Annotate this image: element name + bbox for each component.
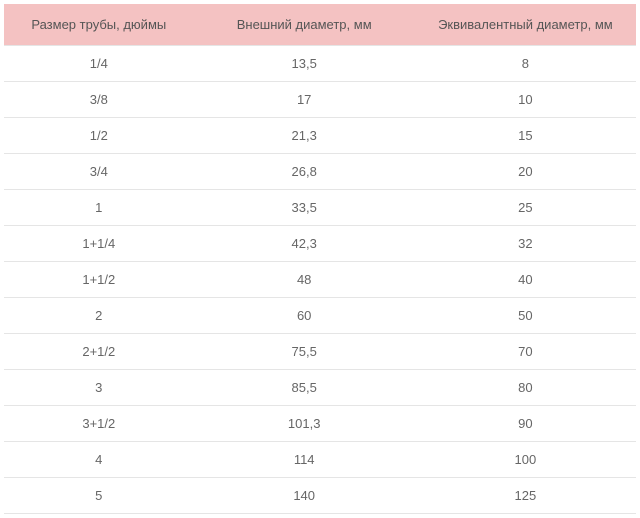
cell-outer-diameter: 17 bbox=[194, 82, 415, 118]
col-header-pipe-size: Размер трубы, дюймы bbox=[4, 4, 194, 46]
cell-equiv-diameter: 125 bbox=[415, 478, 636, 514]
cell-outer-diameter: 13,5 bbox=[194, 46, 415, 82]
table-row: 3/8 17 10 bbox=[4, 82, 636, 118]
table-row: 3+1/2 101,3 90 bbox=[4, 406, 636, 442]
pipe-size-table: Размер трубы, дюймы Внешний диаметр, мм … bbox=[4, 4, 636, 514]
table-row: 3 85,5 80 bbox=[4, 370, 636, 406]
cell-outer-diameter: 60 bbox=[194, 298, 415, 334]
col-header-outer-diameter: Внешний диаметр, мм bbox=[194, 4, 415, 46]
cell-outer-diameter: 140 bbox=[194, 478, 415, 514]
cell-outer-diameter: 85,5 bbox=[194, 370, 415, 406]
cell-equiv-diameter: 10 bbox=[415, 82, 636, 118]
cell-outer-diameter: 21,3 bbox=[194, 118, 415, 154]
table-row: 2+1/2 75,5 70 bbox=[4, 334, 636, 370]
cell-pipe-size: 2 bbox=[4, 298, 194, 334]
table-header: Размер трубы, дюймы Внешний диаметр, мм … bbox=[4, 4, 636, 46]
cell-equiv-diameter: 90 bbox=[415, 406, 636, 442]
pipe-size-table-container: Размер трубы, дюймы Внешний диаметр, мм … bbox=[0, 0, 640, 518]
cell-pipe-size: 3 bbox=[4, 370, 194, 406]
cell-equiv-diameter: 20 bbox=[415, 154, 636, 190]
cell-equiv-diameter: 25 bbox=[415, 190, 636, 226]
cell-outer-diameter: 33,5 bbox=[194, 190, 415, 226]
cell-equiv-diameter: 80 bbox=[415, 370, 636, 406]
table-row: 1/2 21,3 15 bbox=[4, 118, 636, 154]
cell-outer-diameter: 42,3 bbox=[194, 226, 415, 262]
cell-outer-diameter: 114 bbox=[194, 442, 415, 478]
cell-outer-diameter: 101,3 bbox=[194, 406, 415, 442]
cell-equiv-diameter: 100 bbox=[415, 442, 636, 478]
cell-pipe-size: 1/4 bbox=[4, 46, 194, 82]
cell-equiv-diameter: 32 bbox=[415, 226, 636, 262]
table-body: 1/4 13,5 8 3/8 17 10 1/2 21,3 15 3/4 26,… bbox=[4, 46, 636, 514]
cell-pipe-size: 2+1/2 bbox=[4, 334, 194, 370]
cell-equiv-diameter: 15 bbox=[415, 118, 636, 154]
cell-pipe-size: 1+1/4 bbox=[4, 226, 194, 262]
cell-equiv-diameter: 70 bbox=[415, 334, 636, 370]
cell-equiv-diameter: 8 bbox=[415, 46, 636, 82]
cell-pipe-size: 1+1/2 bbox=[4, 262, 194, 298]
table-header-row: Размер трубы, дюймы Внешний диаметр, мм … bbox=[4, 4, 636, 46]
cell-pipe-size: 3/8 bbox=[4, 82, 194, 118]
cell-outer-diameter: 75,5 bbox=[194, 334, 415, 370]
cell-pipe-size: 1 bbox=[4, 190, 194, 226]
table-row: 3/4 26,8 20 bbox=[4, 154, 636, 190]
cell-pipe-size: 3+1/2 bbox=[4, 406, 194, 442]
table-row: 1+1/2 48 40 bbox=[4, 262, 636, 298]
cell-pipe-size: 1/2 bbox=[4, 118, 194, 154]
cell-outer-diameter: 48 bbox=[194, 262, 415, 298]
table-row: 1/4 13,5 8 bbox=[4, 46, 636, 82]
cell-pipe-size: 5 bbox=[4, 478, 194, 514]
col-header-equiv-diameter: Эквивалентный диаметр, мм bbox=[415, 4, 636, 46]
cell-pipe-size: 3/4 bbox=[4, 154, 194, 190]
table-row: 1 33,5 25 bbox=[4, 190, 636, 226]
table-row: 1+1/4 42,3 32 bbox=[4, 226, 636, 262]
cell-equiv-diameter: 50 bbox=[415, 298, 636, 334]
table-row: 2 60 50 bbox=[4, 298, 636, 334]
table-row: 5 140 125 bbox=[4, 478, 636, 514]
cell-pipe-size: 4 bbox=[4, 442, 194, 478]
table-row: 4 114 100 bbox=[4, 442, 636, 478]
cell-outer-diameter: 26,8 bbox=[194, 154, 415, 190]
cell-equiv-diameter: 40 bbox=[415, 262, 636, 298]
